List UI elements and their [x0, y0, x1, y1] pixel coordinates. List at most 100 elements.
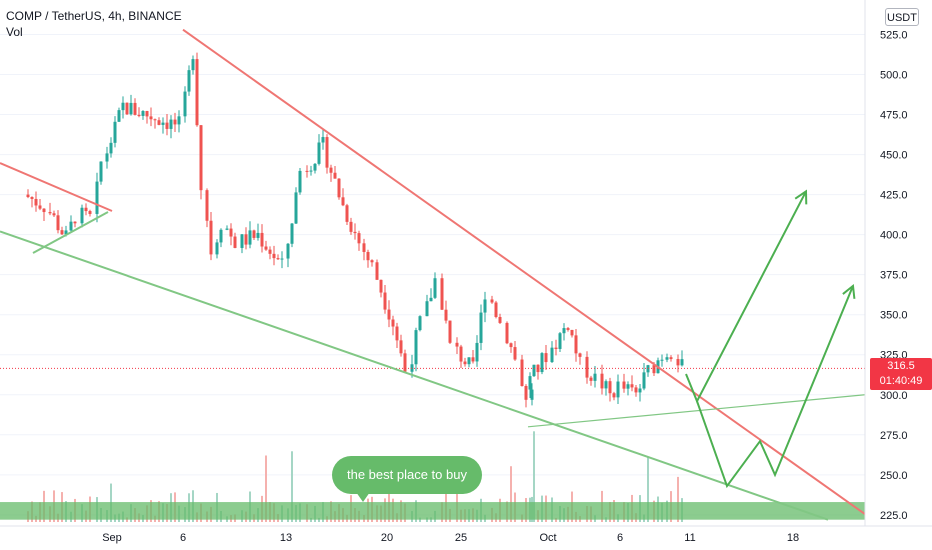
time-tick-label: 13	[280, 532, 292, 544]
price-tick-label: 500.0	[880, 70, 908, 82]
candle-body	[528, 376, 532, 390]
candle-body	[558, 333, 562, 349]
candle-body	[418, 316, 422, 331]
candle-body	[294, 192, 298, 224]
trend-line	[0, 230, 829, 521]
price-tick-label: 350.0	[880, 310, 908, 322]
buy-note-tail	[356, 492, 370, 502]
arrow-head	[842, 283, 856, 299]
last-price-tag: 316.5 01:40:49	[870, 358, 932, 390]
time-tick-label: 11	[684, 532, 695, 544]
symbol-title[interactable]: COMP / TetherUS, 4h, BINANCE	[6, 9, 182, 23]
candle-body	[256, 232, 260, 238]
candle-body	[248, 230, 252, 245]
currency-badge[interactable]: USDT	[885, 8, 919, 26]
candle-body	[137, 114, 141, 116]
candle-body	[455, 342, 459, 347]
time-tick-label: 20	[381, 532, 393, 544]
price-axis[interactable]: 225.0250.0275.0300.0325.0350.0375.0400.0…	[880, 29, 908, 521]
candle-body	[471, 357, 475, 362]
candle-body	[608, 381, 612, 394]
candle-body	[48, 212, 52, 214]
candle-body	[215, 242, 219, 255]
volume-label[interactable]: Vol	[6, 25, 23, 39]
price-tick-label: 475.0	[880, 110, 908, 122]
trend-lines[interactable]	[0, 28, 932, 521]
time-tick-label: Oct	[539, 532, 556, 544]
candle-body	[161, 122, 165, 125]
price-tick-label: 275.0	[880, 430, 908, 442]
candle-body	[463, 361, 467, 365]
projection-arrows[interactable]	[685, 189, 856, 489]
candle-body	[433, 278, 437, 298]
candle-body	[80, 207, 84, 224]
candle-body	[524, 386, 528, 400]
candle-body	[341, 197, 345, 206]
candle-body	[173, 119, 177, 125]
candle-body	[379, 279, 383, 293]
candle-body	[26, 194, 30, 198]
volume-bar	[291, 451, 293, 522]
candle-body	[165, 122, 169, 129]
candle-body	[566, 328, 570, 330]
candle-body	[634, 387, 638, 393]
candle-body	[574, 335, 578, 354]
candle-body	[540, 353, 544, 373]
buy-note-bubble[interactable]: the best place to buy	[332, 456, 482, 494]
candle-body	[264, 246, 268, 250]
price-tick-label: 400.0	[880, 230, 908, 242]
candle-body	[133, 102, 137, 115]
candle-body	[187, 70, 191, 92]
volume-bar	[310, 517, 312, 522]
volume-bar	[265, 455, 267, 522]
volume-bar	[126, 517, 128, 522]
candle-body	[467, 357, 471, 365]
candle-body	[42, 208, 46, 213]
candles	[26, 52, 684, 408]
candle-body	[544, 353, 548, 363]
candle-body	[157, 120, 161, 125]
candle-body	[64, 230, 68, 235]
candle-body	[357, 233, 361, 244]
candle-body	[660, 359, 664, 361]
price-tick-label: 225.0	[880, 510, 908, 522]
candle-body	[325, 137, 329, 168]
candle-body	[440, 278, 444, 310]
candle-body	[272, 253, 276, 259]
candle-body	[353, 231, 357, 234]
candle-body	[366, 251, 370, 261]
candle-body	[329, 167, 333, 173]
candle-body	[425, 301, 429, 317]
candle-body	[593, 373, 597, 381]
candle-body	[145, 111, 149, 117]
candle-body	[589, 377, 593, 381]
volume-bar	[533, 431, 535, 522]
candle-body	[38, 205, 42, 209]
candle-body	[604, 381, 608, 389]
bar-countdown: 01:40:49	[879, 375, 923, 387]
candle-body	[60, 230, 64, 235]
candle-body	[669, 357, 673, 360]
candle-body	[195, 59, 199, 126]
volume-bar	[555, 517, 557, 522]
candle-body	[125, 102, 129, 115]
candle-body	[403, 353, 407, 372]
candle-body	[483, 299, 487, 313]
candle-body	[399, 340, 403, 354]
candle-body	[642, 372, 646, 389]
time-axis[interactable]: Sep 6 13 20 25 Oct 6 11 18	[102, 532, 799, 544]
candle-body	[121, 102, 125, 111]
candle-body	[73, 221, 77, 224]
candle-body	[309, 170, 313, 172]
candle-body	[475, 342, 479, 362]
price-tick-label: 450.0	[880, 150, 908, 162]
candle-body	[680, 359, 684, 366]
candle-body	[505, 322, 509, 344]
candle-body	[225, 228, 229, 230]
candle-body	[626, 384, 630, 389]
candle-body	[479, 312, 483, 343]
candle-body	[84, 207, 88, 212]
trend-line	[0, 162, 113, 212]
